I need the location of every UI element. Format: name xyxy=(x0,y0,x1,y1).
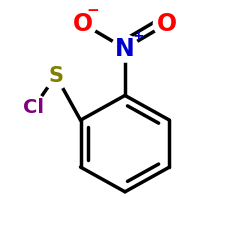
Text: −: − xyxy=(86,4,99,18)
Circle shape xyxy=(42,62,70,89)
Text: O: O xyxy=(73,12,93,36)
Circle shape xyxy=(154,10,180,38)
Text: N: N xyxy=(115,36,135,60)
Text: Cl: Cl xyxy=(23,98,44,117)
Circle shape xyxy=(112,35,138,62)
Circle shape xyxy=(70,10,96,38)
Text: +: + xyxy=(132,29,144,43)
Text: O: O xyxy=(157,12,177,36)
Circle shape xyxy=(20,94,47,122)
Text: S: S xyxy=(48,66,63,86)
